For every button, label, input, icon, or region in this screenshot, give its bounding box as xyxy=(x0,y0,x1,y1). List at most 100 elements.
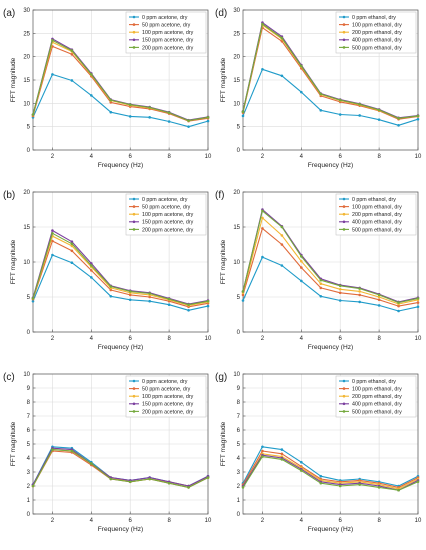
x-tick-label: 8 xyxy=(377,154,381,160)
legend-marker xyxy=(132,212,136,216)
legend-entry-label: 200 ppm ethanol, dry xyxy=(352,30,402,36)
data-point xyxy=(280,74,284,78)
data-point xyxy=(397,309,400,313)
data-point xyxy=(167,303,171,307)
y-tick-label: 15 xyxy=(233,225,240,231)
legend-entry-label: 0 ppm acetone, dry xyxy=(142,197,188,203)
legend-entry-label: 400 ppm ethanol, dry xyxy=(352,220,402,226)
data-point xyxy=(319,481,323,485)
legend-marker xyxy=(342,30,346,34)
y-axis-label: FFT magnitude xyxy=(220,57,227,102)
y-tick-label: 20 xyxy=(233,55,240,61)
data-point xyxy=(90,73,93,76)
x-tick-label: 10 xyxy=(415,336,422,342)
data-point xyxy=(319,282,323,286)
data-point xyxy=(280,234,284,237)
y-tick-label: 0 xyxy=(27,148,31,154)
legend-entry-label: 0 ppm ethanol, dry xyxy=(352,379,396,385)
data-point xyxy=(319,295,323,298)
legend-marker xyxy=(132,220,136,224)
data-point xyxy=(319,278,323,282)
data-point xyxy=(128,293,132,297)
panel-letter: (f) xyxy=(215,190,224,201)
data-point xyxy=(261,67,264,71)
legend-box xyxy=(125,11,207,54)
data-point xyxy=(51,39,54,42)
data-point xyxy=(70,449,74,453)
data-point xyxy=(70,79,74,82)
y-tick-label: 6 xyxy=(237,428,241,434)
y-tick-label: 8 xyxy=(27,400,31,406)
series-line-0 xyxy=(32,73,209,128)
series-line-3 xyxy=(32,447,209,487)
legend-marker xyxy=(342,15,346,19)
y-tick-label: 0 xyxy=(237,330,241,336)
data-point xyxy=(51,239,54,243)
data-point xyxy=(300,64,303,68)
x-tick-label: 6 xyxy=(129,518,133,524)
y-tick-label: 4 xyxy=(27,456,31,462)
data-point xyxy=(338,113,342,116)
x-tick-label: 10 xyxy=(205,154,212,160)
series-line-4 xyxy=(242,23,419,119)
legend-marker xyxy=(342,387,346,390)
series-line-3 xyxy=(32,229,209,305)
legend-marker xyxy=(342,38,346,42)
data-point xyxy=(358,290,361,293)
x-tick-label: 10 xyxy=(415,154,422,160)
y-tick-label: 0 xyxy=(237,512,241,518)
legend-marker xyxy=(132,402,136,406)
legend: 0 ppm acetone, dry 50 ppm acetone, dry100… xyxy=(125,375,207,418)
x-tick-label: 2 xyxy=(51,154,55,160)
series-line-4 xyxy=(32,449,209,488)
legend: 0 ppm acetone, dry 50 ppm acetone, dry100… xyxy=(125,193,207,236)
legend-marker xyxy=(342,197,346,201)
data-point xyxy=(319,474,323,478)
y-tick-label: 3 xyxy=(27,470,31,476)
legend-entry-label: 50 ppm acetone, dry xyxy=(142,23,191,29)
legend-entry-label: 0 ppm ethanol, dry xyxy=(352,15,396,21)
x-tick-label: 2 xyxy=(261,154,265,160)
chart-panel-d: (d) 0 5 10 15 20 25 30 2 4 6 8 10 Frequency (Hz) FFT m… xyxy=(215,8,422,169)
data-point xyxy=(358,293,361,297)
series-line-2 xyxy=(32,41,209,122)
x-tick-label: 8 xyxy=(167,518,171,524)
legend-entry-label: 50 ppm acetone, dry xyxy=(142,205,191,211)
legend-marker xyxy=(132,228,136,231)
y-tick-label: 10 xyxy=(23,101,30,107)
legend: 0 ppm ethanol, dry 100 ppm ethanol, dry20… xyxy=(335,193,417,236)
legend-marker xyxy=(132,205,136,208)
legend-marker xyxy=(342,220,346,224)
data-point xyxy=(319,109,323,112)
data-point xyxy=(280,243,284,246)
data-point xyxy=(206,476,210,479)
series-line-0 xyxy=(32,254,209,311)
legend-marker xyxy=(342,46,346,49)
y-tick-label: 5 xyxy=(27,442,31,448)
data-point xyxy=(51,253,54,257)
data-point xyxy=(167,297,171,301)
panel-letter: (c) xyxy=(3,372,15,383)
panel-letter: (a) xyxy=(3,8,15,19)
y-tick-label: 9 xyxy=(237,386,241,392)
x-tick-label: 2 xyxy=(261,518,265,524)
legend-marker xyxy=(132,46,136,49)
x-tick-label: 6 xyxy=(129,336,133,342)
panel-letter: (b) xyxy=(3,190,15,201)
legend-entry-label: 0 ppm acetone, dry xyxy=(142,15,188,21)
data-point xyxy=(338,288,342,291)
x-tick-label: 6 xyxy=(339,154,343,160)
data-point xyxy=(300,260,303,263)
data-point xyxy=(90,269,93,272)
data-point xyxy=(241,293,245,297)
data-point xyxy=(338,291,342,295)
legend-entry-label: 100 ppm ethanol, dry xyxy=(352,23,402,29)
y-tick-label: 0 xyxy=(27,330,31,336)
data-point xyxy=(377,108,381,112)
legend-marker xyxy=(342,379,346,383)
data-point xyxy=(397,301,400,304)
data-point xyxy=(416,305,420,309)
data-point xyxy=(206,116,210,119)
data-point xyxy=(338,484,342,488)
